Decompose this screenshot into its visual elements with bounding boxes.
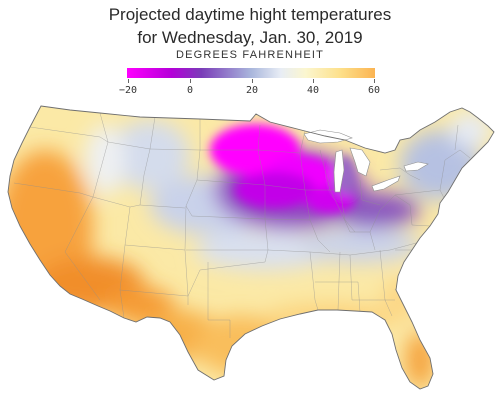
lake-michigan: [333, 149, 345, 193]
lake-huron: [349, 147, 371, 177]
legend-tick-mark: [374, 79, 375, 83]
legend-tick-mark: [190, 79, 191, 83]
lake-ontario: [403, 161, 429, 172]
legend-tick-label: 20: [245, 85, 259, 96]
map-title-line-2: for Wednesday, Jan. 30, 2019: [137, 28, 363, 47]
legend-title: DEGREES FAHRENHEIT: [175, 49, 325, 61]
legend-tick-label: −20: [118, 85, 138, 96]
map-title-line-1: Projected daytime hight temperatures: [108, 5, 392, 24]
legend-tick-mark: [313, 79, 314, 83]
us-outline: [7, 105, 495, 390]
legend-tick-mark: [128, 79, 129, 83]
map-title: Projected daytime hight temperatures for…: [0, 3, 500, 49]
temperature-map: [7, 105, 495, 390]
lake-erie: [371, 175, 401, 192]
legend-color-scale: [127, 68, 375, 78]
legend-tick-label: 40: [306, 85, 320, 96]
legend-tick-label: 0: [186, 85, 194, 96]
legend-tick-mark: [252, 79, 253, 83]
temperature-field: [8, 106, 494, 389]
legend-tick-label: 60: [367, 85, 381, 96]
